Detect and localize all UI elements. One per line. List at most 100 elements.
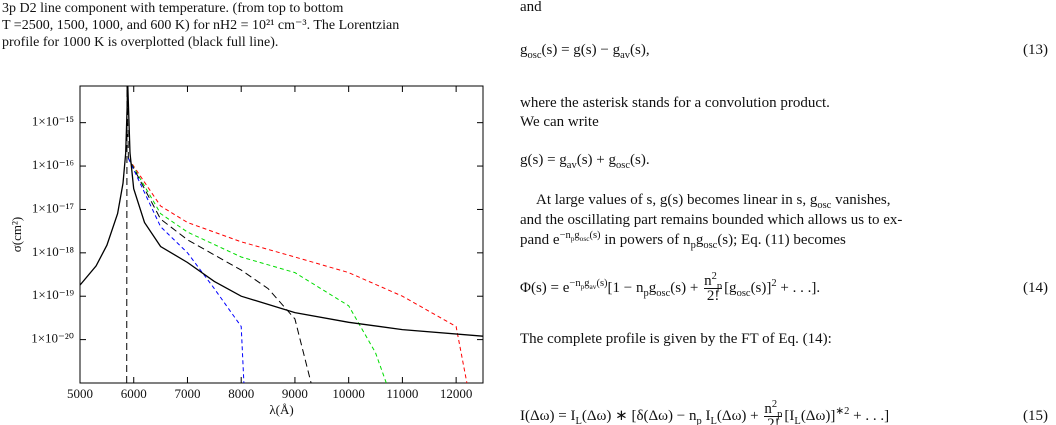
text-run: 2 — [771, 278, 777, 289]
text-run: p — [716, 281, 723, 293]
superscript: −npgosc(s) — [559, 230, 601, 244]
numerator: n2p — [764, 399, 782, 420]
text-run: (Δω)] — [800, 408, 836, 424]
text-run: [I — [784, 408, 795, 424]
text-run: in powers of n — [600, 232, 691, 248]
text-run: g — [584, 278, 590, 289]
text-run: p — [696, 416, 702, 425]
text-run: L — [710, 416, 717, 425]
y-tick-label: 1×10⁻¹⁷ — [32, 200, 74, 215]
fraction: n2p 2! — [764, 399, 783, 425]
text-run: osc — [817, 200, 832, 211]
text-run: At large values of s, g(s) becomes linea… — [536, 192, 818, 208]
equation-number: (14) — [1023, 280, 1048, 296]
text-run: (s), — [630, 42, 650, 58]
text-run: p — [643, 288, 649, 299]
series-line — [127, 158, 468, 383]
text-run: (Δω) ∗ [δ(Δω) − n — [581, 408, 697, 424]
caption-line: 3p D2 line component with temperature. (… — [2, 1, 344, 16]
numerator: n2p — [704, 271, 722, 292]
text-run: av — [589, 282, 597, 292]
text-run: osc — [736, 288, 751, 299]
text-run: (s)] — [750, 280, 772, 296]
text-line: and — [520, 0, 542, 15]
text-run: (s) + g — [576, 152, 617, 168]
x-tick-label: 8000 — [228, 386, 254, 401]
text-run: n — [704, 273, 712, 290]
text-line: At large values of s, g(s) becomes linea… — [536, 191, 891, 211]
text-run: −n — [559, 230, 571, 241]
y-axis-label: σ(cm²) — [9, 217, 24, 252]
series-line — [126, 86, 312, 383]
x-tick-label: 6000 — [121, 386, 147, 401]
text-run: g — [648, 280, 657, 296]
x-axis-label: λ(Å) — [269, 402, 293, 417]
text-line: where the asterisk stands for a convolut… — [520, 95, 830, 111]
equation: I(Δω) = IL(Δω) ∗ [δ(Δω) − np IL(Δω) + n2… — [520, 399, 1056, 425]
series-line — [80, 86, 483, 337]
y-tick-label: 1×10⁻¹⁶ — [32, 157, 74, 172]
equation-number: (13) — [1023, 42, 1048, 58]
text-run: (s) + — [670, 280, 703, 296]
text-run: (s) — [589, 230, 601, 241]
text-run: [g — [724, 280, 737, 296]
chart: 5000 6000 7000 8000 9000 10000 11000 12000 1×10⁻… — [9, 85, 484, 417]
text-run: p — [570, 234, 575, 244]
y-tick-label: 1×10⁻¹⁵ — [32, 114, 74, 129]
y-tick-label: 1×10⁻¹⁸ — [32, 244, 75, 259]
equation: Φ(s) = e−npgav(s)[1 − npgosc(s) + n2p 2![… — [520, 271, 1056, 304]
text-run: −n — [569, 278, 581, 289]
fraction: n2p 2! — [704, 271, 723, 304]
equation: g(s) = gav(s) + gosc(s). — [520, 151, 650, 171]
text-run: g — [520, 42, 528, 58]
x-tick-label: 10000 — [332, 386, 365, 401]
text-run: av — [620, 50, 630, 61]
text-run: vanishes, — [831, 192, 891, 208]
text-run: I(Δω) = I — [520, 408, 576, 424]
text-run: pand e — [520, 232, 560, 248]
x-tick-label: 12000 — [440, 386, 473, 401]
text-run: (Δω) + — [716, 408, 763, 424]
text-run: I — [701, 408, 711, 424]
text-run: L — [794, 416, 801, 425]
text-line: pand e−npgosc(s) in powers of npgosc(s);… — [520, 230, 846, 251]
text-run: (s) — [596, 278, 608, 289]
text-run: g — [695, 232, 704, 248]
text-run: L — [575, 416, 582, 425]
text-run: osc — [527, 50, 542, 61]
text-run: g(s) = g — [520, 152, 567, 168]
text-run: p — [777, 409, 783, 421]
text-line: We can write — [520, 114, 599, 130]
text-line: and the oscillating part remains bounded… — [520, 212, 903, 228]
x-tick-label: 5000 — [67, 386, 93, 401]
text-run: g — [574, 230, 580, 241]
text-run: av — [566, 160, 577, 171]
text-run: (s) = g(s) − g — [541, 42, 621, 58]
text-run: ∗2 — [835, 406, 850, 417]
text-run: osc — [656, 288, 671, 299]
text-run: (s). — [630, 152, 650, 168]
series-line — [127, 158, 245, 383]
text-run: 2! — [764, 416, 783, 425]
x-tick-label: 7000 — [174, 386, 200, 401]
x-tick-label: 11000 — [386, 386, 418, 401]
caption-line: profile for 1000 K is overplotted (black… — [2, 35, 279, 50]
text-run: 2 — [711, 271, 717, 283]
text-run: osc — [616, 160, 631, 171]
text-run: p — [580, 282, 585, 292]
text-run: 2 — [771, 399, 778, 411]
text-run: p — [690, 240, 696, 251]
text-run: + . . .]. — [776, 280, 821, 296]
equation: gosc(s) = g(s) − gav(s), (13) — [520, 41, 1056, 61]
y-tick-label: 1×10⁻²⁰ — [31, 331, 74, 346]
text-run: osc — [579, 234, 590, 244]
text-run: 2! — [704, 288, 723, 304]
text-run: Φ(s) = e — [520, 280, 570, 296]
text-run: + . . .] — [849, 408, 890, 424]
x-tick-label: 9000 — [282, 386, 308, 401]
text-run: osc — [703, 240, 718, 251]
text-run: n — [764, 401, 772, 418]
text-run: [1 − n — [607, 280, 644, 296]
text-run: (s); Eq. (11) becomes — [717, 232, 846, 248]
